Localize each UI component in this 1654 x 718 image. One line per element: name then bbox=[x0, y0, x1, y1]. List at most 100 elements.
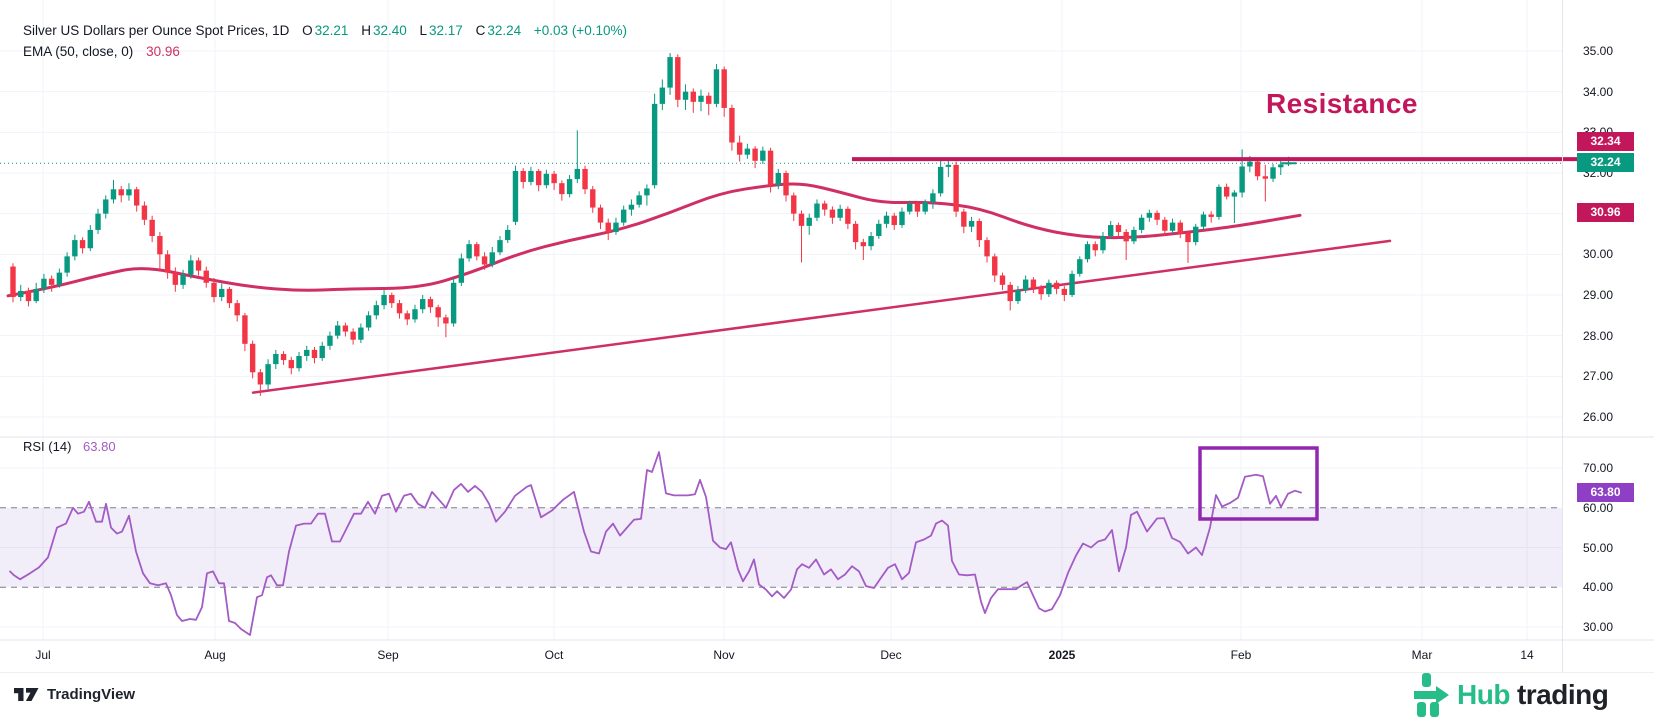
candle-body bbox=[930, 193, 936, 203]
candle-body bbox=[1193, 226, 1199, 243]
ema-label: EMA (50, close, 0) bbox=[23, 44, 134, 59]
candle-body bbox=[311, 349, 318, 359]
candle-body bbox=[760, 150, 766, 161]
candle-body bbox=[257, 372, 264, 385]
candle-body bbox=[1208, 214, 1214, 217]
hubtrading-logo: Hub trading bbox=[1412, 673, 1609, 717]
candle-body bbox=[1100, 236, 1106, 251]
candle-body bbox=[56, 272, 63, 285]
candle-body bbox=[914, 203, 921, 212]
candle-body bbox=[1177, 222, 1183, 234]
tradingview-attribution[interactable]: TradingView bbox=[14, 686, 135, 703]
candle-body bbox=[1247, 161, 1253, 167]
candle-body bbox=[41, 278, 47, 289]
candle-body bbox=[1077, 259, 1083, 274]
candle-body bbox=[999, 275, 1006, 285]
candle-body bbox=[1069, 273, 1075, 295]
candle-body bbox=[821, 203, 828, 210]
candle-body bbox=[636, 195, 642, 205]
candle-body bbox=[458, 258, 465, 283]
candle-body bbox=[1146, 212, 1153, 218]
candle-body bbox=[319, 345, 325, 359]
candle-body bbox=[1046, 282, 1052, 295]
candle-body bbox=[628, 204, 635, 210]
candle-body bbox=[736, 142, 743, 155]
candle-body bbox=[713, 69, 720, 104]
candle-body bbox=[103, 199, 109, 214]
candle-body bbox=[396, 303, 403, 314]
candle-body bbox=[505, 229, 511, 241]
hubtrading-logo-icon bbox=[1414, 673, 1449, 717]
candle-body bbox=[474, 244, 480, 257]
brand-hub: Hub bbox=[1457, 679, 1510, 710]
rsi-line bbox=[9, 451, 1302, 636]
candle-body bbox=[852, 223, 859, 243]
candle-body bbox=[1038, 287, 1044, 295]
candle-body bbox=[868, 236, 874, 247]
candle-body bbox=[1115, 225, 1122, 232]
candle-body bbox=[242, 315, 248, 344]
candle-body bbox=[443, 317, 449, 324]
candle-body bbox=[1223, 186, 1230, 197]
candle-body bbox=[412, 309, 418, 320]
candle-body bbox=[1092, 244, 1098, 251]
rsi-highlight-box bbox=[1198, 446, 1319, 521]
candle-body bbox=[613, 222, 619, 232]
candle-body bbox=[334, 325, 341, 336]
candle-body bbox=[798, 213, 805, 226]
candle-body bbox=[280, 353, 287, 361]
candle-body bbox=[110, 189, 117, 200]
candle-body bbox=[219, 288, 225, 298]
candle-body bbox=[891, 215, 897, 226]
candle-body bbox=[907, 203, 913, 212]
candle-body bbox=[1200, 214, 1207, 227]
candle-body bbox=[172, 272, 179, 285]
candle-body bbox=[860, 242, 867, 247]
candle-body bbox=[698, 95, 704, 102]
candle-body bbox=[574, 168, 581, 180]
candle-body bbox=[435, 307, 441, 318]
candle-body bbox=[420, 299, 426, 310]
change-value: +0.03 (+0.10%) bbox=[533, 23, 627, 38]
candle-body bbox=[1270, 167, 1276, 179]
candle-body bbox=[64, 256, 70, 273]
candle-body bbox=[164, 254, 171, 273]
candle-body bbox=[149, 219, 155, 237]
candle-body bbox=[729, 107, 735, 143]
candle-body bbox=[273, 353, 279, 365]
candle-body bbox=[95, 213, 101, 230]
candle-body bbox=[682, 91, 689, 100]
candle-body bbox=[1185, 233, 1191, 243]
candle-body bbox=[559, 183, 565, 195]
candle-body bbox=[899, 211, 905, 226]
candle-body bbox=[620, 209, 627, 223]
candle-body bbox=[659, 87, 666, 104]
candle-body bbox=[365, 315, 372, 328]
candle-body bbox=[1030, 279, 1037, 288]
candle-body bbox=[381, 295, 387, 306]
candle-body bbox=[249, 343, 256, 373]
candle-body bbox=[605, 222, 611, 232]
candle-body bbox=[450, 282, 457, 324]
candle-body bbox=[845, 208, 851, 224]
candle-body bbox=[234, 303, 240, 316]
candle-body bbox=[667, 57, 673, 88]
candle-body bbox=[404, 313, 410, 320]
candle-body bbox=[304, 349, 310, 356]
candle-body bbox=[180, 274, 186, 285]
candle-body bbox=[806, 217, 812, 226]
rsi-value: 63.80 bbox=[83, 439, 116, 454]
ohlc-low: L 32.17 bbox=[419, 23, 463, 38]
support-trendline bbox=[251, 239, 1392, 394]
candle-body bbox=[350, 331, 356, 340]
candle-body bbox=[512, 170, 519, 222]
rsi-label: RSI (14) bbox=[23, 439, 72, 454]
candle-body bbox=[1231, 192, 1238, 197]
candle-body bbox=[992, 256, 998, 276]
candle-body bbox=[566, 179, 573, 195]
tradingview-logo-icon bbox=[14, 687, 39, 701]
ema-legend: EMA (50, close, 0) 30.96 bbox=[23, 44, 180, 59]
candle-body bbox=[157, 236, 163, 255]
candle-body bbox=[528, 170, 534, 182]
